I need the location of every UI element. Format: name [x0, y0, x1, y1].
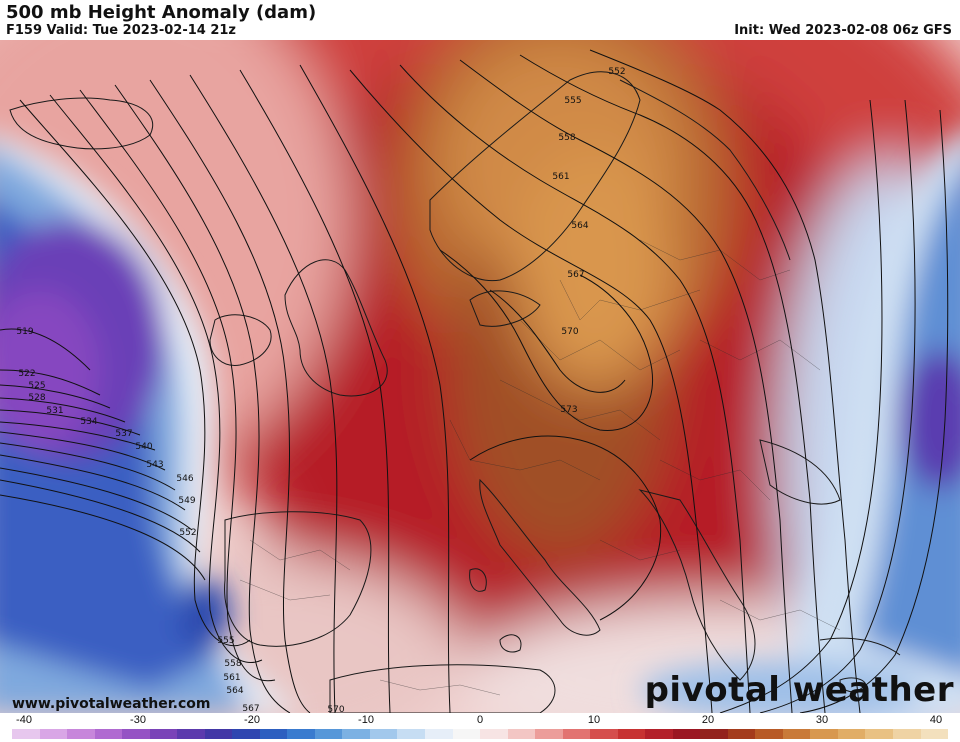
map-title: 500 mb Height Anomaly (dam)	[6, 2, 317, 23]
colorbar-swatch	[287, 729, 315, 739]
colorbar-swatch	[369, 729, 398, 739]
init-time: Init: Wed 2023-02-08 06z GFS	[734, 23, 952, 38]
colorbar-swatch	[535, 729, 563, 739]
colorbar-swatch	[452, 729, 481, 739]
colorbar-swatch	[920, 729, 949, 739]
colorbar-swatch	[204, 729, 233, 739]
colorbar-swatch	[397, 729, 425, 739]
contour-label: 558	[558, 133, 575, 143]
contour-label: 573	[560, 405, 577, 415]
colorbar-swatch	[232, 729, 260, 739]
anomaly-map-svg: 519 522 525 528 531 534 537 540 543 546 …	[0, 40, 960, 713]
contour-label: 537	[115, 429, 132, 439]
contour-label: 567	[567, 270, 584, 280]
colorbar-tick: 30	[815, 714, 829, 726]
contour-label: 570	[327, 705, 344, 713]
colorbar-swatch	[259, 729, 288, 739]
colorbar-tick: 0	[476, 714, 484, 726]
contour-label: 522	[18, 369, 35, 379]
colorbar-swatch	[67, 729, 95, 739]
colorbar-swatch	[342, 729, 370, 739]
contour-label: 525	[28, 381, 45, 391]
brand-logo: pivotal weather	[645, 670, 954, 710]
colorbar-swatch	[700, 729, 728, 739]
colorbar-swatch	[424, 729, 453, 739]
contour-label: 534	[80, 417, 97, 427]
contour-label: 561	[552, 172, 569, 182]
colorbar-swatch	[480, 729, 508, 739]
valid-time: F159 Valid: Tue 2023-02-14 21z	[6, 23, 236, 38]
colorbar-swatch	[507, 729, 536, 739]
colorbar-swatch	[672, 729, 701, 739]
contour-label: 555	[217, 636, 234, 646]
colorbar-tick: -30	[130, 714, 146, 726]
colorbar-tick: 20	[701, 714, 715, 726]
colorbar-swatch	[837, 729, 866, 739]
contour-label: 567	[242, 704, 259, 713]
colorbar-tick-labels: -40 -30 -20 -10 0 10 20 30 40	[0, 714, 960, 728]
colorbar-swatch	[177, 729, 205, 739]
contour-label: 564	[571, 221, 588, 231]
colorbar-tick: -10	[358, 714, 374, 726]
contour-label: 570	[561, 327, 578, 337]
colorbar-swatch	[893, 729, 921, 739]
contour-labels: 519 522 525 528 531 534 537 540 543 546 …	[16, 67, 625, 713]
contour-label: 519	[16, 327, 33, 337]
contour-label: 540	[135, 442, 152, 452]
colorbar-swatch	[810, 729, 838, 739]
colorbar-tick: -20	[244, 714, 260, 726]
contour-label: 549	[178, 496, 195, 506]
colorbar-swatch	[39, 729, 68, 739]
brand-left: pivotal	[644, 670, 781, 710]
contour-label: 528	[28, 393, 45, 403]
contour-label: 546	[176, 474, 193, 484]
colorbar-swatch	[149, 729, 178, 739]
colorbar-swatch	[12, 729, 40, 739]
contour-label: 543	[146, 460, 163, 470]
colorbar-swatch	[122, 729, 150, 739]
brand-right: weather	[792, 670, 954, 710]
colorbar-swatch	[590, 729, 618, 739]
anomaly-fill	[0, 40, 960, 713]
colorbar-tick: 10	[587, 714, 601, 726]
colorbar-swatch	[562, 729, 591, 739]
coastlines	[9, 71, 901, 713]
colorbar-swatch	[782, 729, 811, 739]
colorbar-tick: 40	[929, 714, 943, 726]
colorbar-swatch	[865, 729, 893, 739]
website-label: www.pivotalweather.com	[12, 696, 211, 712]
contour-label: 552	[179, 528, 196, 538]
colorbar	[12, 729, 949, 739]
contour-label: 561	[223, 673, 240, 683]
colorbar-swatch	[94, 729, 123, 739]
contour-label: 552	[608, 67, 625, 77]
colorbar-swatch	[727, 729, 756, 739]
header: 500 mb Height Anomaly (dam) F159 Valid: …	[0, 0, 960, 40]
contour-label: 555	[564, 96, 581, 106]
colorbar-tick: -40	[16, 714, 32, 726]
contour-label: 558	[224, 659, 241, 669]
colorbar-swatch	[755, 729, 783, 739]
height-contours	[0, 49, 949, 713]
anomaly-map: 519 522 525 528 531 534 537 540 543 546 …	[0, 40, 960, 713]
colorbar-swatch	[314, 729, 343, 739]
contour-label: 564	[226, 686, 243, 696]
colorbar-swatch	[617, 729, 646, 739]
contour-label: 531	[46, 406, 63, 416]
colorbar-swatch	[645, 729, 673, 739]
